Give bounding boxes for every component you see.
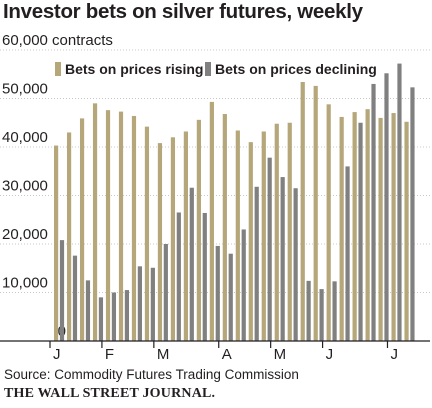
- bar-declining: [358, 122, 363, 341]
- month-label: F: [105, 346, 114, 363]
- bar-declining: [72, 255, 78, 341]
- gridlines: [0, 49, 430, 293]
- bar-rising: [157, 143, 163, 341]
- legend-swatch: [205, 62, 211, 76]
- bar-rising: [92, 103, 98, 341]
- bar-declining: [384, 73, 389, 341]
- y-tick-label: 20,000: [2, 226, 48, 243]
- bar-rising: [287, 122, 292, 341]
- bar-rising: [79, 118, 85, 341]
- bar-rising: [209, 101, 214, 342]
- y-tick-label: 30,000: [2, 178, 48, 195]
- bar-declining: [267, 157, 272, 341]
- y-tick-label: 50,000: [2, 81, 48, 98]
- month-label: J: [390, 346, 398, 363]
- bar-declining: [228, 253, 233, 341]
- bar-rising: [378, 117, 383, 342]
- month-label: A: [222, 346, 232, 363]
- bar-declining: [371, 83, 376, 341]
- bar-declining: [150, 267, 155, 341]
- bar-rising: [235, 130, 240, 341]
- bar-declining: [111, 292, 117, 341]
- bar-rising: [54, 145, 59, 341]
- month-label: M: [157, 346, 170, 363]
- bar-declining: [202, 212, 207, 341]
- bar-declining: [241, 229, 246, 341]
- bar-rising: [118, 111, 124, 341]
- month-label: J: [326, 346, 334, 363]
- bar-declining: [397, 63, 402, 342]
- bar-rising: [391, 113, 396, 341]
- bar-rising: [261, 131, 266, 341]
- bar-declining: [280, 177, 285, 341]
- bar-declining: [332, 281, 337, 341]
- month-label: J: [53, 346, 61, 363]
- legend-swatch: [55, 62, 61, 76]
- bar-rising: [196, 119, 201, 341]
- bar-declining: [293, 188, 298, 341]
- legend: Bets on prices rising Bets on prices decl…: [55, 61, 377, 77]
- bar-declining: [59, 240, 65, 341]
- bar-declining: [189, 187, 194, 341]
- y-tick-label: 10,000: [2, 275, 48, 292]
- bar-rising: [404, 121, 409, 341]
- bar-rising: [105, 110, 111, 341]
- bar-rising: [248, 142, 253, 341]
- bar-declining: [176, 212, 181, 341]
- bar-rising: [183, 131, 188, 341]
- bar-rising: [352, 112, 357, 341]
- y-tick-label: 60,000 contracts: [2, 32, 113, 49]
- bar-declining: [306, 280, 311, 341]
- month-label: M: [274, 346, 287, 363]
- source-note: Source: Commodity Futures Trading Commis…: [4, 367, 299, 382]
- bar-declining: [319, 289, 324, 341]
- bar-rising: [274, 123, 279, 341]
- bar-declining: [410, 87, 415, 341]
- bar-declining: [98, 297, 104, 341]
- bar-rising: [222, 114, 227, 342]
- publisher-logo: THE WALL STREET JOURNAL.: [4, 386, 216, 401]
- bar-rising: [300, 82, 305, 341]
- chart-title: Investor bets on silver futures, weekly: [3, 0, 363, 23]
- bar-rising: [144, 126, 150, 341]
- bar-rising: [365, 109, 370, 341]
- bar-rising: [66, 132, 72, 341]
- bar-declining: [124, 290, 129, 341]
- bar-rising: [326, 104, 331, 341]
- bar-declining: [215, 245, 220, 341]
- legend-label: Bets on prices rising: [65, 61, 203, 77]
- bar-declining: [345, 166, 350, 341]
- bar-declining: [163, 244, 168, 341]
- y-tick-label: 40,000: [2, 129, 48, 146]
- bar-declining: [137, 266, 142, 341]
- bars: [54, 63, 415, 342]
- legend-label: Bets on prices declining: [215, 61, 377, 77]
- bar-rising: [339, 116, 344, 342]
- bar-rising: [313, 85, 318, 341]
- bar-rising: [131, 115, 137, 342]
- bar-declining: [85, 280, 91, 341]
- bar-rising: [170, 137, 176, 341]
- bar-declining: [254, 186, 259, 341]
